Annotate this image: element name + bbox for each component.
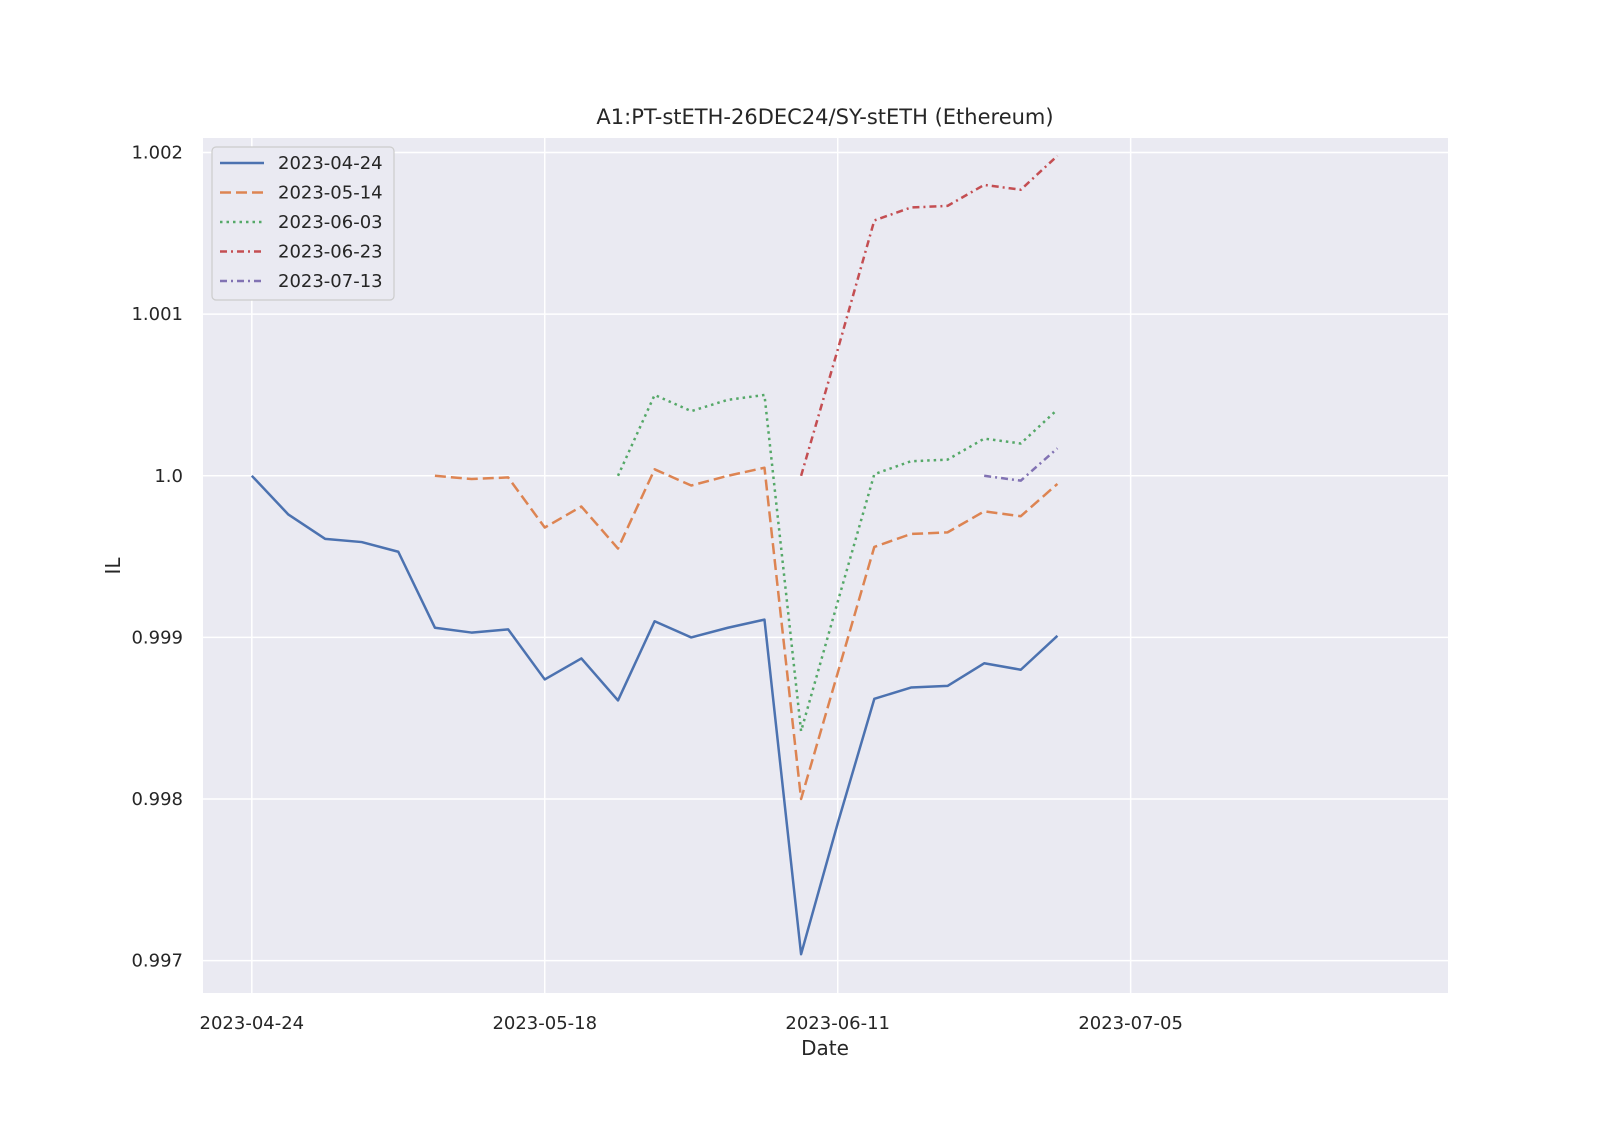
chart-title: A1:PT-stETH-26DEC24/SY-stETH (Ethereum): [596, 105, 1053, 129]
x-tick-label: 2023-04-24: [200, 1013, 305, 1034]
tick-labels: 2023-04-24 2023-05-18 2023-06-11 2023-07-05…: [131, 143, 1182, 1034]
legend: 2023-04-24 2023-05-14 2023-06-03 2023-06-23…: [211, 146, 395, 301]
x-tick-label: 2023-05-18: [492, 1013, 597, 1034]
series-line-4: [799, 154, 1059, 477]
legend-box: [211, 146, 395, 301]
series-line-2: [434, 466, 1059, 801]
x-tick-label: 2023-07-05: [1078, 1013, 1183, 1034]
legend-label: 2023-04-24: [278, 153, 383, 174]
legend-label: 2023-06-03: [278, 212, 383, 233]
series-lines: [250, 154, 1059, 956]
x-axis-label: Date: [801, 1036, 849, 1060]
legend-label: 2023-05-14: [278, 183, 383, 204]
y-tick-label: 1.001: [131, 304, 183, 325]
plot-background: [203, 138, 1448, 993]
y-tick-label: 0.998: [131, 789, 183, 810]
y-tick-label: 0.997: [131, 951, 183, 972]
legend-label: 2023-06-23: [278, 242, 383, 263]
y-tick-label: 1.0: [154, 466, 183, 487]
series-line-3: [616, 393, 1059, 733]
grid: [203, 138, 1448, 993]
y-axis-label: IL: [101, 557, 125, 575]
legend-label: 2023-07-13: [278, 271, 383, 292]
y-tick-label: 1.002: [131, 143, 183, 164]
y-tick-label: 0.999: [131, 627, 183, 648]
x-tick-label: 2023-06-11: [785, 1013, 890, 1034]
series-line-5: [984, 447, 1059, 482]
series-line-1: [250, 474, 1059, 956]
